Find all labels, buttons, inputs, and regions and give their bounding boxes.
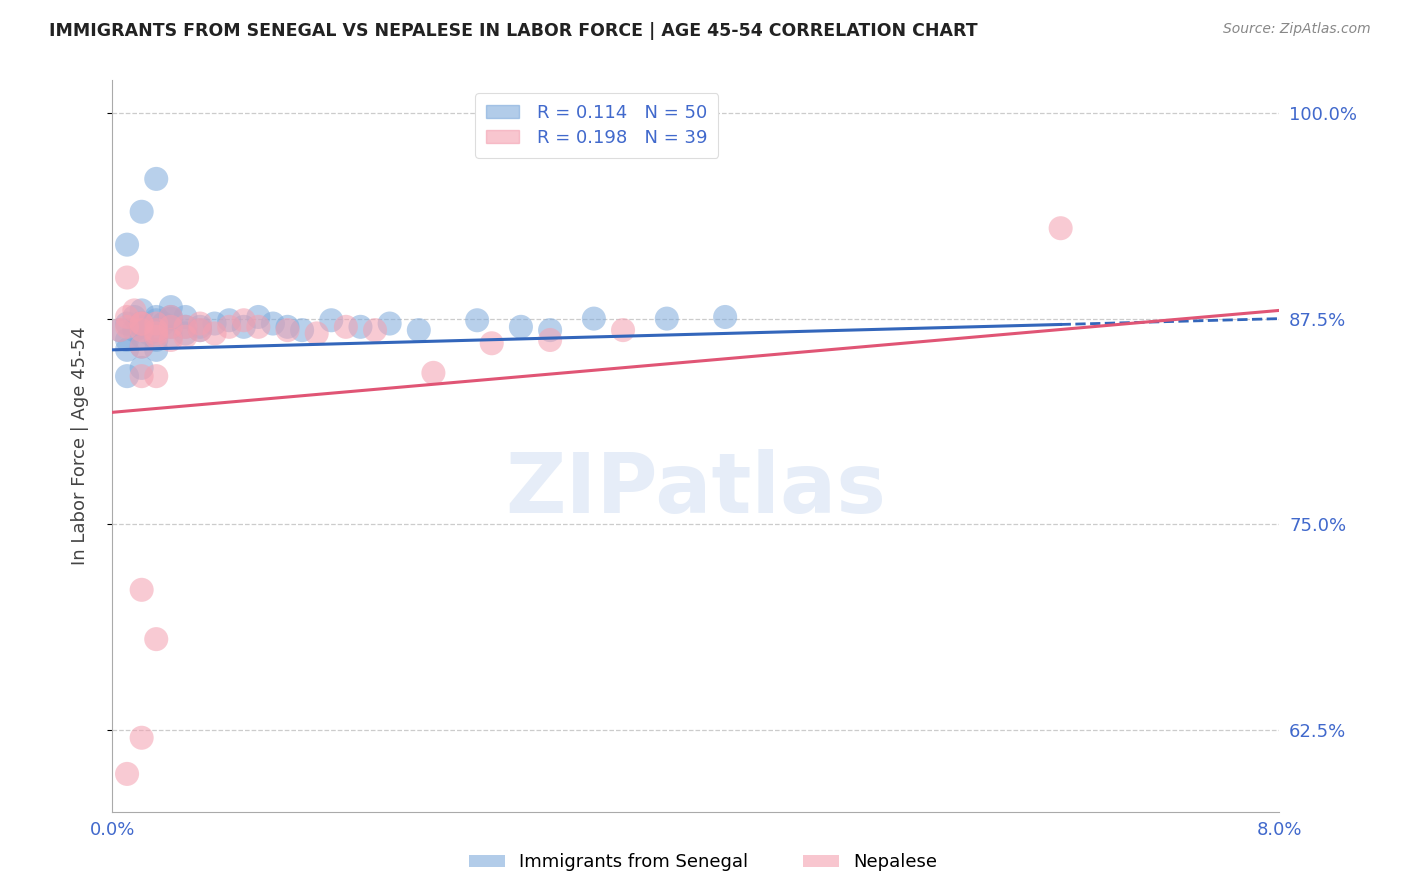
Point	[276, 323, 298, 337]
Point	[108, 323, 131, 337]
Point	[152, 317, 174, 331]
Point	[174, 329, 197, 343]
Legend: Immigrants from Senegal, Nepalese: Immigrants from Senegal, Nepalese	[461, 847, 945, 879]
Point	[364, 323, 387, 337]
Point	[145, 329, 167, 343]
Point	[115, 237, 138, 252]
Point	[188, 317, 211, 331]
Text: ZIPatlas: ZIPatlas	[506, 450, 886, 531]
Point	[538, 333, 561, 347]
Point	[115, 767, 138, 781]
Point	[291, 323, 314, 337]
Point	[131, 369, 153, 384]
Point	[131, 317, 153, 331]
Point	[174, 310, 197, 324]
Point	[145, 323, 167, 337]
Point	[204, 317, 226, 331]
Point	[232, 313, 254, 327]
Point	[349, 319, 371, 334]
Point	[138, 326, 160, 341]
Point	[131, 317, 153, 331]
Point	[131, 582, 153, 597]
Point	[174, 319, 197, 334]
Point	[160, 329, 183, 343]
Point	[108, 323, 131, 337]
Point	[124, 310, 146, 324]
Point	[131, 319, 153, 334]
Point	[204, 326, 226, 341]
Point	[115, 310, 138, 324]
Point	[145, 317, 167, 331]
Point	[145, 310, 167, 324]
Text: Source: ZipAtlas.com: Source: ZipAtlas.com	[1223, 22, 1371, 37]
Point	[612, 323, 634, 337]
Point	[538, 323, 561, 337]
Point	[582, 311, 605, 326]
Point	[160, 311, 183, 326]
Point	[124, 323, 146, 337]
Point	[174, 326, 197, 341]
Point	[247, 310, 270, 324]
Point	[160, 319, 183, 334]
Y-axis label: In Labor Force | Age 45-54: In Labor Force | Age 45-54	[70, 326, 89, 566]
Point	[465, 313, 488, 327]
Point	[131, 731, 153, 745]
Point	[160, 310, 183, 324]
Point	[131, 360, 153, 375]
Point	[188, 323, 211, 337]
Point	[188, 323, 211, 337]
Point	[247, 319, 270, 334]
Point	[160, 333, 183, 347]
Point	[160, 300, 183, 314]
Point	[305, 326, 328, 341]
Point	[115, 333, 138, 347]
Point	[131, 317, 153, 331]
Point	[262, 317, 284, 331]
Point	[335, 319, 357, 334]
Point	[124, 303, 146, 318]
Point	[276, 319, 298, 334]
Point	[115, 270, 138, 285]
Point	[115, 319, 138, 334]
Legend: R = 0.114   N = 50, R = 0.198   N = 39: R = 0.114 N = 50, R = 0.198 N = 39	[475, 93, 718, 158]
Point	[160, 319, 183, 334]
Point	[131, 323, 153, 337]
Point	[378, 317, 401, 331]
Point	[115, 369, 138, 384]
Text: IMMIGRANTS FROM SENEGAL VS NEPALESE IN LABOR FORCE | AGE 45-54 CORRELATION CHART: IMMIGRANTS FROM SENEGAL VS NEPALESE IN L…	[49, 22, 977, 40]
Point	[232, 319, 254, 334]
Point	[509, 319, 531, 334]
Point	[145, 632, 167, 647]
Point	[115, 317, 138, 331]
Point	[145, 369, 167, 384]
Point	[145, 343, 167, 357]
Point	[174, 319, 197, 334]
Point	[131, 303, 153, 318]
Point	[408, 323, 430, 337]
Point	[145, 172, 167, 186]
Point	[1049, 221, 1071, 235]
Point	[145, 333, 167, 347]
Point	[218, 313, 240, 327]
Point	[321, 313, 343, 327]
Point	[422, 366, 444, 380]
Point	[714, 310, 737, 324]
Point	[481, 336, 503, 351]
Point	[145, 313, 167, 327]
Point	[115, 343, 138, 357]
Point	[188, 319, 211, 334]
Point	[131, 340, 153, 354]
Point	[218, 319, 240, 334]
Point	[145, 323, 167, 337]
Point	[160, 310, 183, 324]
Point	[131, 329, 153, 343]
Point	[131, 340, 153, 354]
Point	[131, 204, 153, 219]
Point	[145, 326, 167, 341]
Point	[655, 311, 678, 326]
